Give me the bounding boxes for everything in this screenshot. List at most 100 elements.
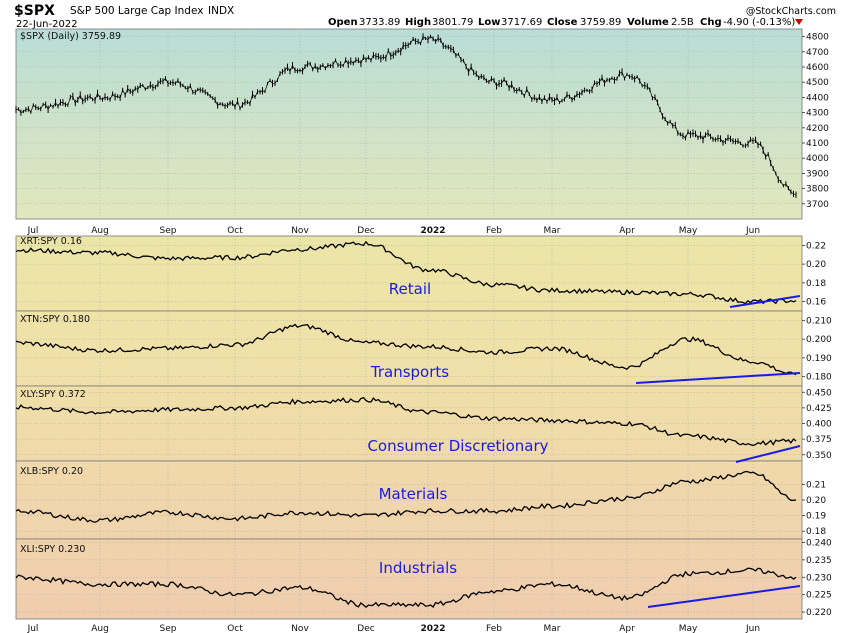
x-axis-label-mid: Jun [745,226,760,236]
y-tick-label: 0.375 [806,435,832,445]
x-axis-label-bottom: Sep [160,624,177,633]
symbol-description: S&P 500 Large Cap Index [70,5,203,17]
x-axis-label-mid: May [679,226,698,236]
y-tick-label: 0.21 [806,480,826,490]
x-axis-label-mid: Feb [486,226,502,236]
ohlc-close-label: Close [547,17,578,28]
exchange-label: INDX [208,5,234,17]
y-tick-label: 4300 [806,109,829,119]
ohlc-high-value: 3801.79 [432,17,473,28]
x-axis-label-mid: Jul [27,226,39,236]
y-tick-label: 0.200 [806,335,832,345]
chg-value: -4.90 (-0.13%) [723,17,795,28]
ratio-line [15,240,797,305]
volume-label: Volume [627,17,669,28]
panel-annotation: Transports [370,363,449,381]
volume-value: 2.5B [671,17,694,28]
x-axis-label-mid: Nov [291,226,309,236]
symbol-title: $SPX [14,3,55,19]
x-axis-label-mid: Dec [357,226,374,236]
y-tick-label: 0.400 [806,420,832,430]
x-axis-label-bottom: Jul [27,624,39,633]
panel-series-label: XRT:SPY 0.16 [20,236,82,247]
ratio-line [15,470,797,523]
ohlc-open-value: 3733.89 [359,17,400,28]
y-tick-label: 0.22 [806,241,826,251]
panel-series-label: XLB:SPY 0.20 [20,466,83,477]
x-axis-label-bottom: Mar [544,624,561,633]
ratio-line [15,396,797,447]
panel-annotation: Retail [389,280,431,298]
y-tick-label: 0.350 [806,451,832,461]
panel-annotation: Materials [379,485,448,503]
y-tick-label: 0.230 [806,573,832,583]
ohlc-close-value: 3759.89 [580,17,621,28]
retail-panel-bg [15,235,803,312]
ohlc-low-value: 3717.69 [501,17,542,28]
x-axis-label-mid: Aug [91,226,109,236]
panel-annotation: Consumer Discretionary [367,437,548,455]
panel-series-label: XTN:SPY 0.180 [20,314,90,325]
y-tick-label: 0.20 [806,496,826,506]
x-axis-label-bottom: Dec [357,624,374,633]
y-tick-label: 4100 [806,139,829,149]
ratio-line [15,323,797,376]
y-tick-label: 0.190 [806,354,832,364]
y-tick-label: 0.450 [806,388,832,398]
y-tick-label: 0.19 [806,512,826,522]
y-tick-label: 0.425 [806,404,832,414]
trend-line [729,295,801,308]
y-tick-label: 0.180 [806,373,832,383]
y-tick-label: 4800 [806,33,829,43]
label-layer: Jul Aug Sep Oct Nov Dec 2022 Feb Mar Apr May Jun Jul… [20,31,832,633]
y-tick-label: 0.18 [806,527,826,537]
x-axis-label-mid: Oct [227,226,243,236]
y-tick-label: 3700 [806,200,829,210]
trend-line [635,372,801,384]
x-axis-label-bottom: Feb [486,624,502,633]
y-tick-label: 4600 [806,63,829,73]
x-axis-label-mid: Apr [619,226,635,236]
chart-date: 22-Jun-2022 [16,19,78,30]
ohlc-low-label: Low [478,17,500,28]
price-line [15,35,797,196]
y-tick-label: 0.18 [806,279,826,289]
x-axis-label-bottom: Nov [291,624,309,633]
y-tick-label: 0.240 [806,538,832,548]
trend-line [647,585,801,608]
trendline-layer [635,295,801,608]
panel-series-label: XLI:SPY 0.230 [20,544,85,555]
y-tick-label: 0.210 [806,316,832,326]
y-tick-label: 0.220 [806,608,832,618]
y-tick-label: 0.235 [806,556,832,566]
y-tick-label: 4500 [806,78,829,88]
ratio-line [15,567,797,609]
x-axis-label-bottom: Apr [619,624,635,633]
y-tick-label: 0.16 [806,298,826,308]
industrials-panel-bg [15,538,803,620]
x-axis-label-bottom: Oct [227,624,243,633]
y-tick-label: 3900 [806,169,829,179]
panel-annotation: Industrials [379,559,457,577]
grid-layer [16,29,805,619]
price-panel-bg [15,28,803,220]
x-axis-label-bottom: Jun [745,624,760,633]
down-triangle-icon [795,19,803,25]
x-axis-label-mid: 2022 [420,226,445,236]
watermark: @StockCharts.com [746,6,836,17]
x-axis-label-bottom: May [679,624,698,633]
x-axis-label-mid: Mar [544,226,561,236]
y-tick-label: 4000 [806,154,829,164]
series-layer [15,33,797,609]
x-axis-label-bottom: Aug [91,624,109,633]
y-tick-label: 0.20 [806,260,826,270]
ohlc-open-label: Open [328,17,358,28]
y-tick-label: 3800 [806,185,829,195]
y-tick-label: 4200 [806,124,829,134]
panel-series-label: $SPX (Daily) 3759.89 [20,31,121,42]
y-tick-label: 4700 [806,48,829,58]
x-axis-label-mid: Sep [160,226,177,236]
ohlc-high-label: High [405,17,431,28]
y-tick-label: 4400 [806,93,829,103]
